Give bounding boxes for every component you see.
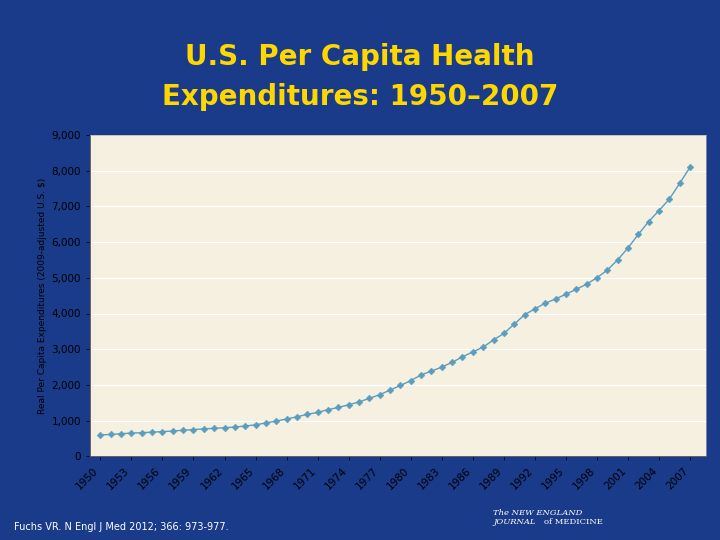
- Text: Expenditures: 1950–2007: Expenditures: 1950–2007: [162, 83, 558, 111]
- Text: of MEDICINE: of MEDICINE: [544, 509, 603, 526]
- Text: Fuchs VR. N Engl J Med 2012; 366: 973-977.: Fuchs VR. N Engl J Med 2012; 366: 973-97…: [14, 522, 229, 532]
- Text: The NEW ENGLAND
JOURNAL: The NEW ENGLAND JOURNAL: [493, 509, 582, 526]
- Text: U.S. Per Capita Health: U.S. Per Capita Health: [185, 43, 535, 71]
- Y-axis label: Real Per Capita Expenditures (2009-adjusted U.S. $): Real Per Capita Expenditures (2009-adjus…: [38, 178, 48, 414]
